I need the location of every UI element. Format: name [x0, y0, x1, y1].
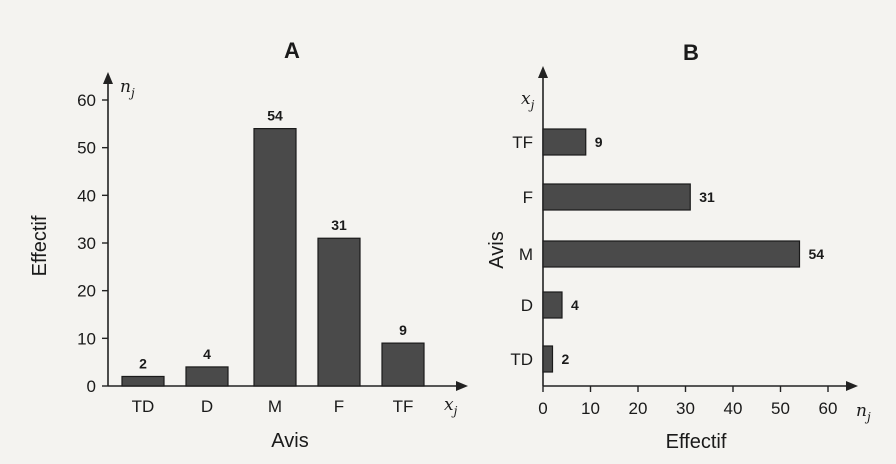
chart-b-data-label-td: 2 — [562, 351, 570, 367]
chart-b-category-label-d: D — [521, 296, 533, 315]
chart-a-y-tick-label: 30 — [77, 234, 96, 253]
chart-b-x-axis-title: Effectif — [666, 431, 727, 453]
chart-a-category-label-td: TD — [132, 397, 155, 416]
chart-b-category-label-td: TD — [510, 350, 533, 369]
chart-a-data-label-tf: 9 — [399, 322, 407, 338]
chart-a-bar-m — [253, 128, 297, 387]
chart-a-bar-tf — [381, 342, 425, 387]
chart-b-y-axis-arrow — [538, 66, 548, 78]
chart-b-bar-tf — [542, 128, 587, 156]
chart-b-x-tick-label: 50 — [771, 399, 790, 418]
chart-a-data-label-d: 4 — [203, 346, 211, 362]
chart-a-y-tick-label: 60 — [77, 91, 96, 110]
chart-a-y-tick-label: 0 — [87, 377, 96, 396]
chart-a-bar-d — [185, 366, 229, 387]
chart-a-category-label-tf: TF — [393, 397, 414, 416]
chart-b-category-label-m: M — [519, 245, 533, 264]
chart-b-data-label-m: 54 — [809, 246, 825, 262]
chart-a-bar-td — [121, 375, 165, 387]
chart-a-x-axis-arrow — [456, 381, 468, 391]
chart-b-x-tick-label: 10 — [581, 399, 600, 418]
chart-a-bar-f — [317, 237, 361, 387]
chart-b-x-tick-label: 40 — [724, 399, 743, 418]
chart-b-x-tick-label: 30 — [676, 399, 695, 418]
chart-b-x-tick-label: 20 — [629, 399, 648, 418]
chart-b-x-tick-label: 60 — [819, 399, 838, 418]
chart-b: B xj nj Avis Effectif 0 10 20 30 40 50 60 2 TD 4… — [486, 40, 871, 453]
chart-a: A nj xj Effectif Avis 0 10 20 30 40 50 60 2 TD 4… — [29, 38, 468, 452]
chart-a-x-axis-title: Avis — [271, 430, 308, 452]
chart-b-y-axis-var: xj — [521, 89, 535, 112]
chart-a-data-label-f: 31 — [331, 217, 347, 233]
chart-a-y-tick-label: 50 — [77, 139, 96, 158]
chart-a-y-tick-label: 20 — [77, 282, 96, 301]
chart-b-y-axis-title: Avis — [486, 231, 508, 268]
chart-a-y-tick-label: 10 — [77, 329, 96, 348]
chart-a-data-label-m: 54 — [267, 108, 283, 124]
chart-a-data-label-td: 2 — [139, 355, 147, 371]
chart-b-bar-m — [542, 240, 801, 268]
chart-b-data-label-tf: 9 — [595, 134, 603, 150]
chart-b-title: B — [683, 40, 699, 65]
chart-b-category-label-f: F — [523, 188, 533, 207]
chart-a-category-label-m: M — [268, 397, 282, 416]
chart-b-data-label-f: 31 — [699, 189, 715, 205]
chart-b-bar-d — [542, 291, 563, 319]
chart-b-data-label-d: 4 — [571, 297, 579, 313]
chart-a-y-axis-arrow — [103, 72, 113, 84]
chart-b-bar-td — [542, 345, 554, 373]
chart-a-y-tick-label: 40 — [77, 186, 96, 205]
chart-a-category-label-d: D — [201, 397, 213, 416]
chart-b-bar-f — [542, 183, 691, 211]
chart-a-category-label-f: F — [334, 397, 344, 416]
chart-b-x-tick-label: 0 — [538, 399, 547, 418]
chart-a-title: A — [284, 38, 300, 63]
chart-b-x-axis-arrow — [846, 381, 858, 391]
chart-b-x-axis-var: nj — [856, 401, 871, 424]
chart-a-y-axis-var: nj — [120, 77, 135, 100]
chart-a-x-axis-var: xj — [444, 395, 458, 418]
chart-b-category-label-tf: TF — [512, 133, 533, 152]
chart-a-y-axis-title: Effectif — [29, 215, 51, 276]
